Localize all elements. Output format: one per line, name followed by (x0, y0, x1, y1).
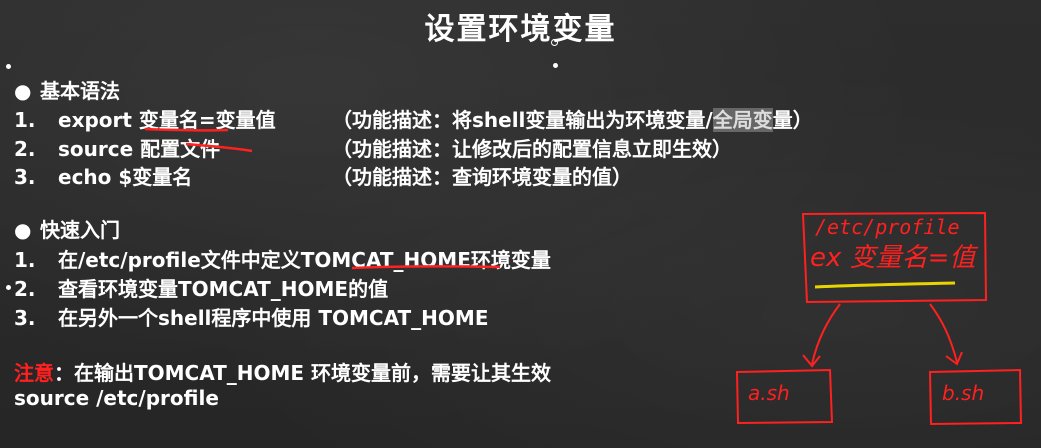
item-description-text: （功能描述：将shell变量输出为环境变量/ (332, 108, 713, 132)
bullet-icon: ● (14, 79, 32, 103)
note-label: 注意 (14, 361, 54, 385)
item-command: echo $变量名 (58, 165, 193, 189)
item-number: 2. (14, 277, 36, 301)
item-description-end: 量） (772, 108, 813, 132)
slide-title: 设置环境变量 (424, 12, 617, 47)
item-number: 2. (14, 137, 36, 161)
note-line: 注意：在输出TOMCAT_HOME 环境变量前，需要让其生效 (14, 357, 551, 386)
item-command: export 变量名=变量值 (58, 108, 276, 132)
target-label-right: b.sh (942, 381, 984, 405)
item-text: 在另外一个shell程序中使用 TOMCAT_HOME (58, 306, 489, 330)
item-description: （功能描述：让修改后的配置信息立即生效） (332, 137, 732, 161)
ink-underline (144, 127, 229, 132)
highlighted-text: 全局变 (712, 108, 773, 132)
item-command: source 配置文件 (58, 137, 221, 161)
pointer-dot-icon (553, 63, 558, 68)
section-heading-quick-start: ● 快速入门 (14, 214, 120, 243)
item-number: 1. (14, 248, 36, 272)
section-heading-text: 快速入门 (40, 218, 120, 242)
margin-dot-icon (6, 64, 11, 69)
section-heading-basic-syntax: ● 基本语法 (14, 75, 120, 104)
item-text: 查看环境变量TOMCAT_HOME的值 (58, 277, 389, 301)
item-text: 在/etc/profile文件中定义TOMCAT_HOME环境变量 (58, 248, 551, 272)
quickstart-item: 2. 查看环境变量TOMCAT_HOME的值 (14, 273, 388, 302)
target-box-left (735, 368, 834, 425)
quickstart-item: 3. 在另外一个shell程序中使用 TOMCAT_HOME (14, 302, 488, 331)
section-heading-text: 基本语法 (40, 79, 120, 103)
arrowhead-icon (945, 351, 963, 366)
syntax-item: 3. echo $变量名 （功能描述：查询环境变量的值） (14, 161, 632, 190)
annotation-box (801, 211, 988, 304)
syntax-item: 2. source 配置文件 （功能描述：让修改后的配置信息立即生效） (14, 133, 732, 162)
item-number: 1. (14, 108, 36, 132)
note-command: source /etc/profile (14, 386, 219, 410)
arrow-left-icon (811, 303, 841, 365)
ink-underline-yellow (814, 281, 956, 289)
item-description: （功能描述：查询环境变量的值） (332, 165, 632, 189)
annotation-export-text: ex 变量名=值 (810, 243, 978, 273)
target-box-right (928, 368, 1023, 426)
syntax-item: 1. export 变量名=变量值 （功能描述：将shell变量输出为环境变量/全… (14, 104, 813, 133)
margin-dot-icon (6, 285, 11, 290)
item-number: 3. (14, 165, 36, 189)
ink-underline (185, 142, 253, 153)
item-description: （功能描述：将shell变量输出为环境变量/全局变量） (332, 104, 813, 133)
arrowhead-icon (802, 354, 821, 368)
bullet-icon: ● (14, 218, 32, 242)
arrow-right-icon (929, 303, 958, 363)
item-number: 3. (14, 306, 36, 330)
cursor-dot-icon (551, 39, 558, 46)
note-text: ：在输出TOMCAT_HOME 环境变量前，需要让其生效 (54, 361, 552, 385)
quickstart-item: 1. 在/etc/profile文件中定义TOMCAT_HOME环境变量 (14, 244, 551, 273)
target-label-left: a.sh (748, 381, 790, 405)
annotation-path-text: /etc/profile (815, 215, 960, 239)
ink-underline (351, 265, 501, 270)
